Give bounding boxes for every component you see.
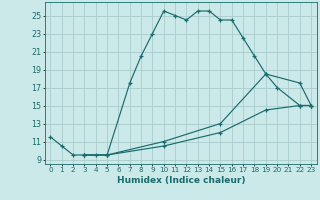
X-axis label: Humidex (Indice chaleur): Humidex (Indice chaleur) [116,176,245,185]
